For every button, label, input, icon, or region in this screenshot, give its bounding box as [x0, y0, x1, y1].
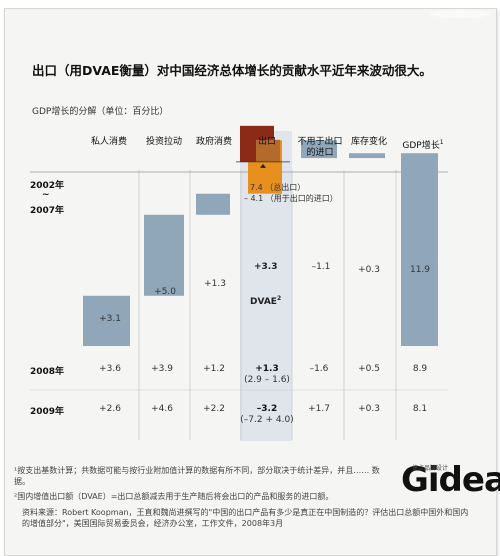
bar-non-export-imports — [301, 140, 337, 159]
value-2009-government: +2.2 — [203, 404, 225, 414]
value-2009-export-breakdown: (–7.2 + 4.0) — [240, 415, 294, 425]
bar-label-gdp-growth: 11.9 — [409, 265, 431, 275]
bar-label-investment: +5.0 — [154, 287, 176, 297]
value-2008-gdp-growth: 8.9 — [412, 364, 428, 374]
bar-government — [196, 193, 230, 215]
bar-private-consumption — [83, 295, 130, 346]
gdp-footnote-marker: 1 — [439, 139, 444, 146]
footnote-1: ¹按支出基数计算；共数据可能与按行业附加值计算的数据有所不同，部分取决于统计差异… — [14, 466, 380, 486]
bar-label-private-consumption: +3.1 — [99, 314, 121, 324]
bar-label-inventory: +0.3 — [358, 265, 380, 275]
col-header-gdp-growth: GDP增长1 — [398, 137, 448, 152]
gross-export-annotation: 7.4 （总出口） — [250, 183, 306, 192]
value-2008-investment: +3.9 — [151, 364, 173, 374]
value-2009-inventory: +0.3 — [358, 404, 380, 414]
gidea-logo-subtitle: 捷点品牌设计 — [412, 465, 449, 472]
bar-label-government: +1.3 — [204, 279, 226, 289]
bar-inventory — [349, 153, 385, 159]
chart-subtitle: GDP增长的分解（单位：百分比） — [32, 107, 169, 117]
row-label-2008: 2008年 — [30, 367, 65, 377]
value-2009-non-export-imports: +1.7 — [308, 404, 330, 414]
col-header-non-export-imports: 不用于出口的进口 — [297, 137, 343, 158]
value-2009-investment: +4.6 — [151, 404, 173, 414]
export-arrow-icon — [260, 163, 266, 168]
bar-gdp-growth — [401, 153, 438, 346]
row-label-tilde: ~ — [42, 190, 50, 200]
row-label-2009: 2009年 — [30, 407, 65, 417]
value-2009-gdp-growth: 8.1 — [412, 404, 428, 414]
value-2008-export-breakdown: (2.9 – 1.6) — [244, 375, 290, 385]
value-2008-government: +1.2 — [203, 364, 225, 374]
export-net-label: +3.3 — [254, 262, 278, 272]
chart-title: 出口（用DVAE衡量）对中国经济总体增长的贡献水平近年来波动很大。 — [32, 63, 432, 78]
row-label-2002: 2002年 — [30, 181, 65, 191]
value-2009-private-consumption: +2.6 — [99, 404, 121, 414]
dvae-label: DVAE2 — [250, 295, 281, 307]
col-header-investment: 投资拉动 — [145, 137, 182, 147]
row-label-2007: 2007年 — [30, 206, 65, 216]
value-2008-non-export-imports: –1.6 — [309, 364, 329, 374]
col-header-exports: 出口 — [257, 137, 276, 147]
bar-imports-for-export — [256, 139, 280, 162]
import-for-export-annotation: – 4.1 （用于出口的进口） — [244, 194, 338, 203]
footnote-2: ²国内增值出口额（DVAE）=出口总额减去用于生产随后将会出口的产品和服务的进口… — [14, 492, 334, 501]
gidea-logo: Gidea — [401, 460, 500, 500]
col-header-private-consumption: 私人消费 — [90, 137, 127, 147]
source-note: 资料来源：Robert Koopman，王直和魏尚进撰写的"中国的出口产品有多少… — [22, 508, 469, 528]
value-2008-private-consumption: +3.6 — [99, 364, 121, 374]
col-header-inventory: 库存变化 — [350, 137, 387, 147]
bar-label-non-export-imports: –1.1 — [311, 262, 331, 272]
decorative-highlight — [430, 10, 490, 18]
value-2009-exports: –3.2 — [256, 404, 278, 414]
col-header-government: 政府消费 — [195, 137, 232, 147]
value-2008-exports: +1.3 — [255, 364, 279, 374]
bar-investment — [144, 214, 184, 296]
dvae-footnote-marker: 2 — [276, 295, 282, 302]
value-2008-inventory: +0.5 — [358, 364, 380, 374]
gdp-growth-label: GDP增长 — [402, 141, 440, 151]
dvae-label-text: DVAE — [250, 297, 277, 307]
